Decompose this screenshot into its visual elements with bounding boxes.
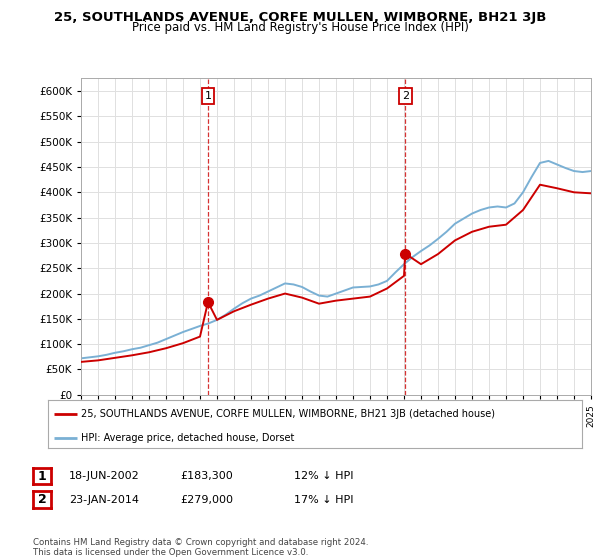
Text: 25, SOUTHLANDS AVENUE, CORFE MULLEN, WIMBORNE, BH21 3JB: 25, SOUTHLANDS AVENUE, CORFE MULLEN, WIM… xyxy=(54,11,546,24)
Text: Price paid vs. HM Land Registry's House Price Index (HPI): Price paid vs. HM Land Registry's House … xyxy=(131,21,469,34)
Text: £183,300: £183,300 xyxy=(180,471,233,481)
Text: 2: 2 xyxy=(38,493,46,506)
Text: 1: 1 xyxy=(38,469,46,483)
Text: 23-JAN-2014: 23-JAN-2014 xyxy=(69,494,139,505)
Text: 25, SOUTHLANDS AVENUE, CORFE MULLEN, WIMBORNE, BH21 3JB (detached house): 25, SOUTHLANDS AVENUE, CORFE MULLEN, WIM… xyxy=(81,409,495,419)
Text: 17% ↓ HPI: 17% ↓ HPI xyxy=(294,494,353,505)
Text: 1: 1 xyxy=(205,91,211,101)
Text: £279,000: £279,000 xyxy=(180,494,233,505)
Text: Contains HM Land Registry data © Crown copyright and database right 2024.
This d: Contains HM Land Registry data © Crown c… xyxy=(33,538,368,557)
Text: 18-JUN-2002: 18-JUN-2002 xyxy=(69,471,140,481)
Text: 12% ↓ HPI: 12% ↓ HPI xyxy=(294,471,353,481)
Text: HPI: Average price, detached house, Dorset: HPI: Average price, detached house, Dors… xyxy=(81,432,295,442)
Text: 2: 2 xyxy=(401,91,409,101)
